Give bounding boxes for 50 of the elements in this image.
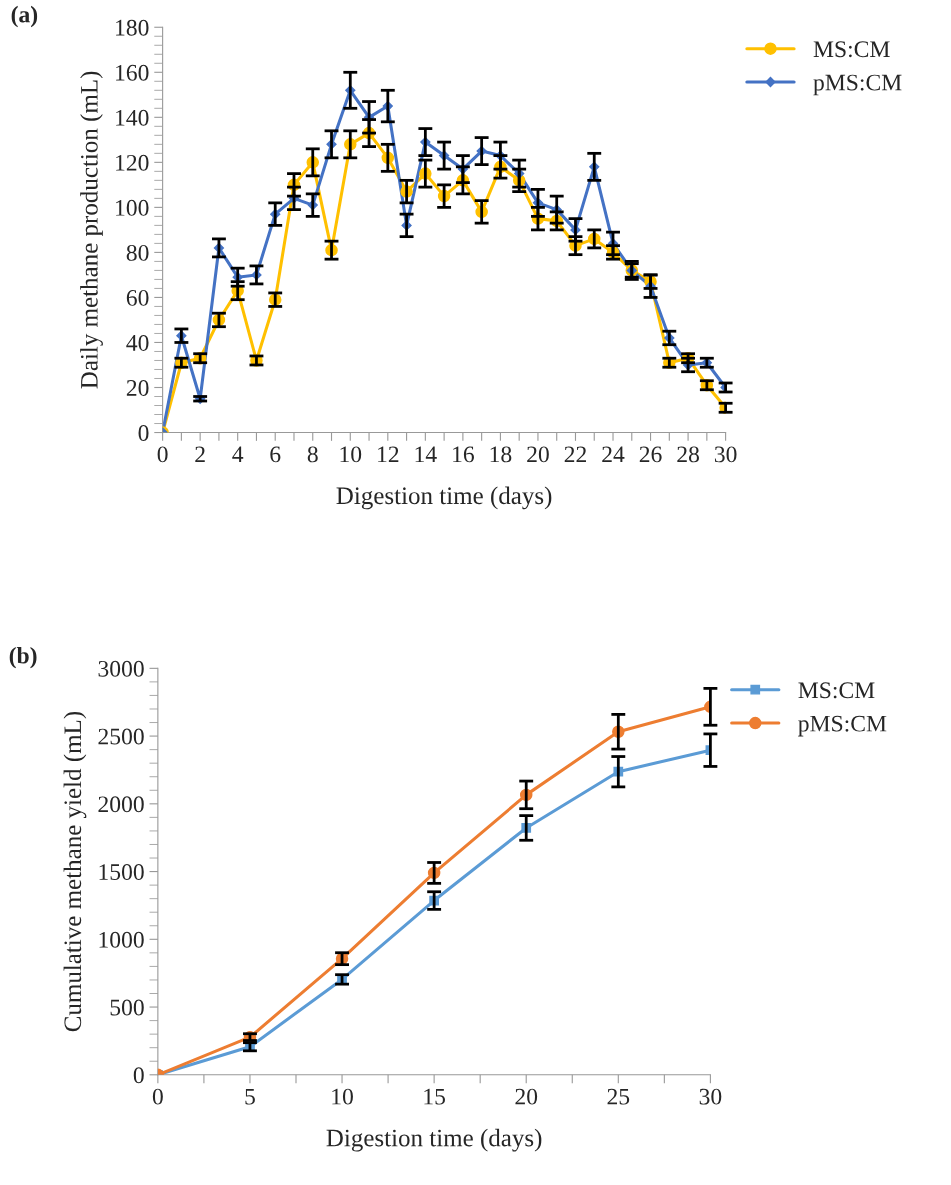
y-tick-label: 80 (126, 244, 149, 261)
y-tick-label: 40 (126, 334, 149, 351)
x-tick-label: 0 (157, 446, 168, 463)
x-tick-label: 4 (232, 446, 244, 463)
legend-label: pMS:CM (813, 74, 902, 96)
y-axis-title: Cumulative methane yield (mL) (63, 711, 87, 1032)
x-tick-label: 28 (677, 446, 699, 463)
y-tick-label: 160 (116, 64, 149, 81)
x-tick-label: 5 (245, 1088, 255, 1105)
legend-label: MS:CM (813, 41, 890, 58)
y-tick-label: 100 (116, 199, 149, 216)
y-tick-label: 140 (116, 109, 149, 126)
legend-label: pMS:CM (798, 715, 887, 737)
x-tick-label: 10 (332, 1088, 353, 1105)
x-tick-label: 30 (699, 1088, 722, 1105)
y-tick-label: 2500 (98, 728, 144, 745)
x-tick-label: 20 (515, 1088, 538, 1105)
x-tick-label: 22 (564, 446, 586, 463)
y-tick-label: 20 (126, 379, 149, 396)
x-tick-label: 20 (527, 446, 549, 463)
y-axis-title: Daily methane production (mL) (80, 71, 103, 389)
y-tick-label: 120 (116, 154, 149, 171)
y-tick-label: 500 (110, 999, 144, 1016)
x-tick-label: 14 (415, 446, 437, 463)
y-tick-label: 180 (116, 19, 149, 36)
x-tick-label: 12 (378, 446, 399, 463)
y-tick-label: 2000 (98, 796, 144, 813)
x-tick-label: 26 (639, 446, 662, 463)
x-tick-label: 2 (195, 446, 205, 463)
legend-label: MS:CM (798, 682, 875, 699)
x-tick-label: 16 (453, 446, 474, 463)
text: (b) (9, 646, 37, 669)
text: (a) (11, 5, 38, 28)
y-tick-label: 0 (138, 425, 149, 441)
y-tick-label: 1500 (99, 864, 144, 880)
x-tick-label: 0 (152, 1088, 163, 1105)
x-tick-label: 10 (340, 446, 362, 463)
x-axis-title: Digestion time (days) (326, 1128, 542, 1152)
x-tick-label: 6 (270, 446, 281, 463)
x-tick-label: 24 (602, 446, 625, 463)
y-tick-label: 0 (133, 1067, 144, 1084)
x-axis-title: Digestion time (days) (336, 486, 552, 510)
y-tick-label: 1000 (99, 931, 144, 948)
x-tick-label: 25 (607, 1088, 630, 1105)
y-tick-label: 60 (126, 289, 149, 306)
x-tick-label: 18 (490, 446, 512, 463)
x-tick-label: 30 (714, 446, 737, 463)
y-tick-label: 3000 (98, 660, 144, 677)
x-tick-label: 15 (424, 1088, 446, 1105)
x-tick-label: 8 (307, 446, 318, 463)
